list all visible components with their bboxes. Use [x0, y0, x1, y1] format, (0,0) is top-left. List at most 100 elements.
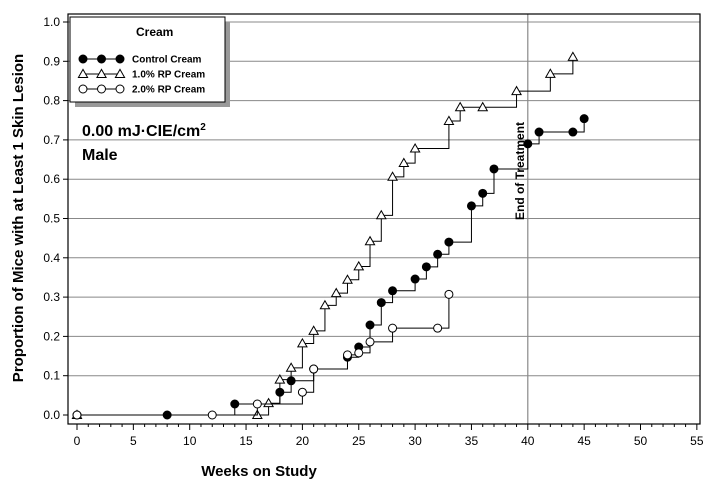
y-tick-label: 0.8	[43, 94, 60, 108]
data-point	[296, 337, 308, 348]
data-point	[454, 101, 466, 112]
y-tick-label: 0.5	[43, 212, 60, 226]
data-point	[263, 397, 275, 408]
data-point	[365, 320, 375, 330]
legend-entry: 1.0% RP Cream	[77, 68, 205, 81]
x-tick-label: 45	[577, 434, 591, 448]
legend-marker	[96, 68, 107, 78]
data-point	[579, 114, 589, 124]
legend-marker	[78, 54, 88, 64]
data-point	[354, 348, 364, 358]
legend-marker	[114, 68, 126, 78]
legend-marker	[77, 68, 89, 78]
series-line	[77, 56, 574, 416]
series-line	[77, 294, 450, 416]
data-point	[274, 374, 286, 384]
legend: Cream Control Cream 1.0% RP Cream 2.0% RP …	[69, 16, 230, 107]
x-tick-label: 10	[183, 434, 197, 448]
data-point	[443, 115, 455, 125]
data-point	[342, 274, 353, 284]
data-point	[207, 410, 217, 420]
data-point	[433, 323, 443, 333]
data-point	[252, 399, 262, 409]
series-line	[77, 118, 585, 416]
x-tick-label: 50	[634, 434, 648, 448]
y-axis-title: Proportion of Mice with at Least 1 Skin …	[10, 54, 27, 382]
legend-marker	[115, 84, 125, 94]
data-point	[544, 68, 556, 78]
series-open-circle	[72, 289, 454, 420]
data-point	[342, 350, 352, 360]
data-point	[444, 237, 454, 247]
y-tick-label: 0.4	[43, 251, 60, 265]
y-tick-label: 0.3	[43, 290, 60, 304]
legend-label: 2.0% RP Cream	[132, 85, 205, 96]
series-filled-circle	[72, 114, 589, 420]
x-tick-label: 35	[465, 434, 479, 448]
x-tick-label: 20	[296, 434, 310, 448]
x-axis-title: Weeks on Study	[201, 463, 317, 479]
data-point	[433, 249, 443, 259]
x-tick-label: 5	[130, 434, 137, 448]
data-point	[376, 298, 386, 308]
x-axis: 0 5 10 15 20 25 30 35 40 45 50 55	[74, 424, 704, 448]
data-point	[375, 209, 387, 220]
x-tick-label: 30	[408, 434, 422, 448]
x-tick-label: 15	[239, 434, 253, 448]
data-point	[230, 399, 240, 409]
data-point	[388, 323, 398, 333]
data-point	[308, 325, 320, 335]
dose-superscript: 2	[200, 122, 206, 133]
data-point	[534, 127, 544, 137]
data-point	[319, 299, 331, 310]
data-point	[421, 262, 431, 272]
legend-entries: Control Cream 1.0% RP Cream 2.0% RP Cream	[77, 54, 205, 96]
y-axis: 0.0 0.1 0.2 0.3 0.4 0.5 0.6 0.7 0.8 0.9 1.0	[43, 15, 68, 422]
data-point	[567, 51, 579, 61]
legend-entry: 2.0% RP Cream	[78, 84, 205, 96]
data-point	[297, 387, 307, 397]
data-point	[477, 101, 489, 112]
x-tick-label: 0	[74, 434, 81, 448]
series-open-triangle	[71, 51, 579, 419]
legend-label: Control Cream	[132, 55, 202, 66]
data-point	[398, 157, 410, 168]
y-tick-label: 0.6	[43, 172, 60, 186]
legend-label: 1.0% RP Cream	[132, 70, 205, 81]
y-tick-label: 0.1	[43, 369, 60, 383]
data-point	[388, 286, 398, 296]
data-point	[72, 410, 82, 420]
y-tick-label: 0.2	[43, 329, 60, 343]
y-tick-label: 0.0	[43, 408, 60, 422]
legend-entry: Control Cream	[78, 54, 202, 66]
x-tick-label: 40	[521, 434, 535, 448]
data-point	[364, 235, 376, 246]
data-point	[409, 142, 421, 153]
legend-marker	[78, 84, 88, 94]
data-point	[568, 127, 578, 137]
dose-text: 0.00 mJ·CIE/cm	[82, 123, 200, 140]
y-tick-label: 0.9	[43, 54, 60, 68]
sex-annotation: Male	[82, 147, 118, 164]
data-point	[466, 201, 476, 211]
data-point	[353, 260, 365, 271]
data-point	[330, 287, 342, 298]
data-point	[523, 139, 533, 149]
y-tick-label: 1.0	[43, 15, 60, 29]
data-point	[410, 274, 420, 284]
data-series	[71, 51, 589, 420]
data-point	[387, 171, 399, 181]
x-tick-label: 25	[352, 434, 366, 448]
legend-marker	[115, 54, 125, 64]
legend-marker	[97, 54, 106, 64]
data-point	[478, 188, 488, 198]
y-tick-label: 0.7	[43, 133, 60, 147]
legend-marker	[97, 84, 106, 94]
x-tick-label: 55	[690, 434, 704, 448]
data-point	[489, 164, 499, 174]
data-point	[309, 364, 319, 374]
data-point	[444, 289, 454, 299]
data-point	[511, 85, 522, 96]
dose-annotation: 0.00 mJ·CIE/cm2	[82, 122, 206, 140]
